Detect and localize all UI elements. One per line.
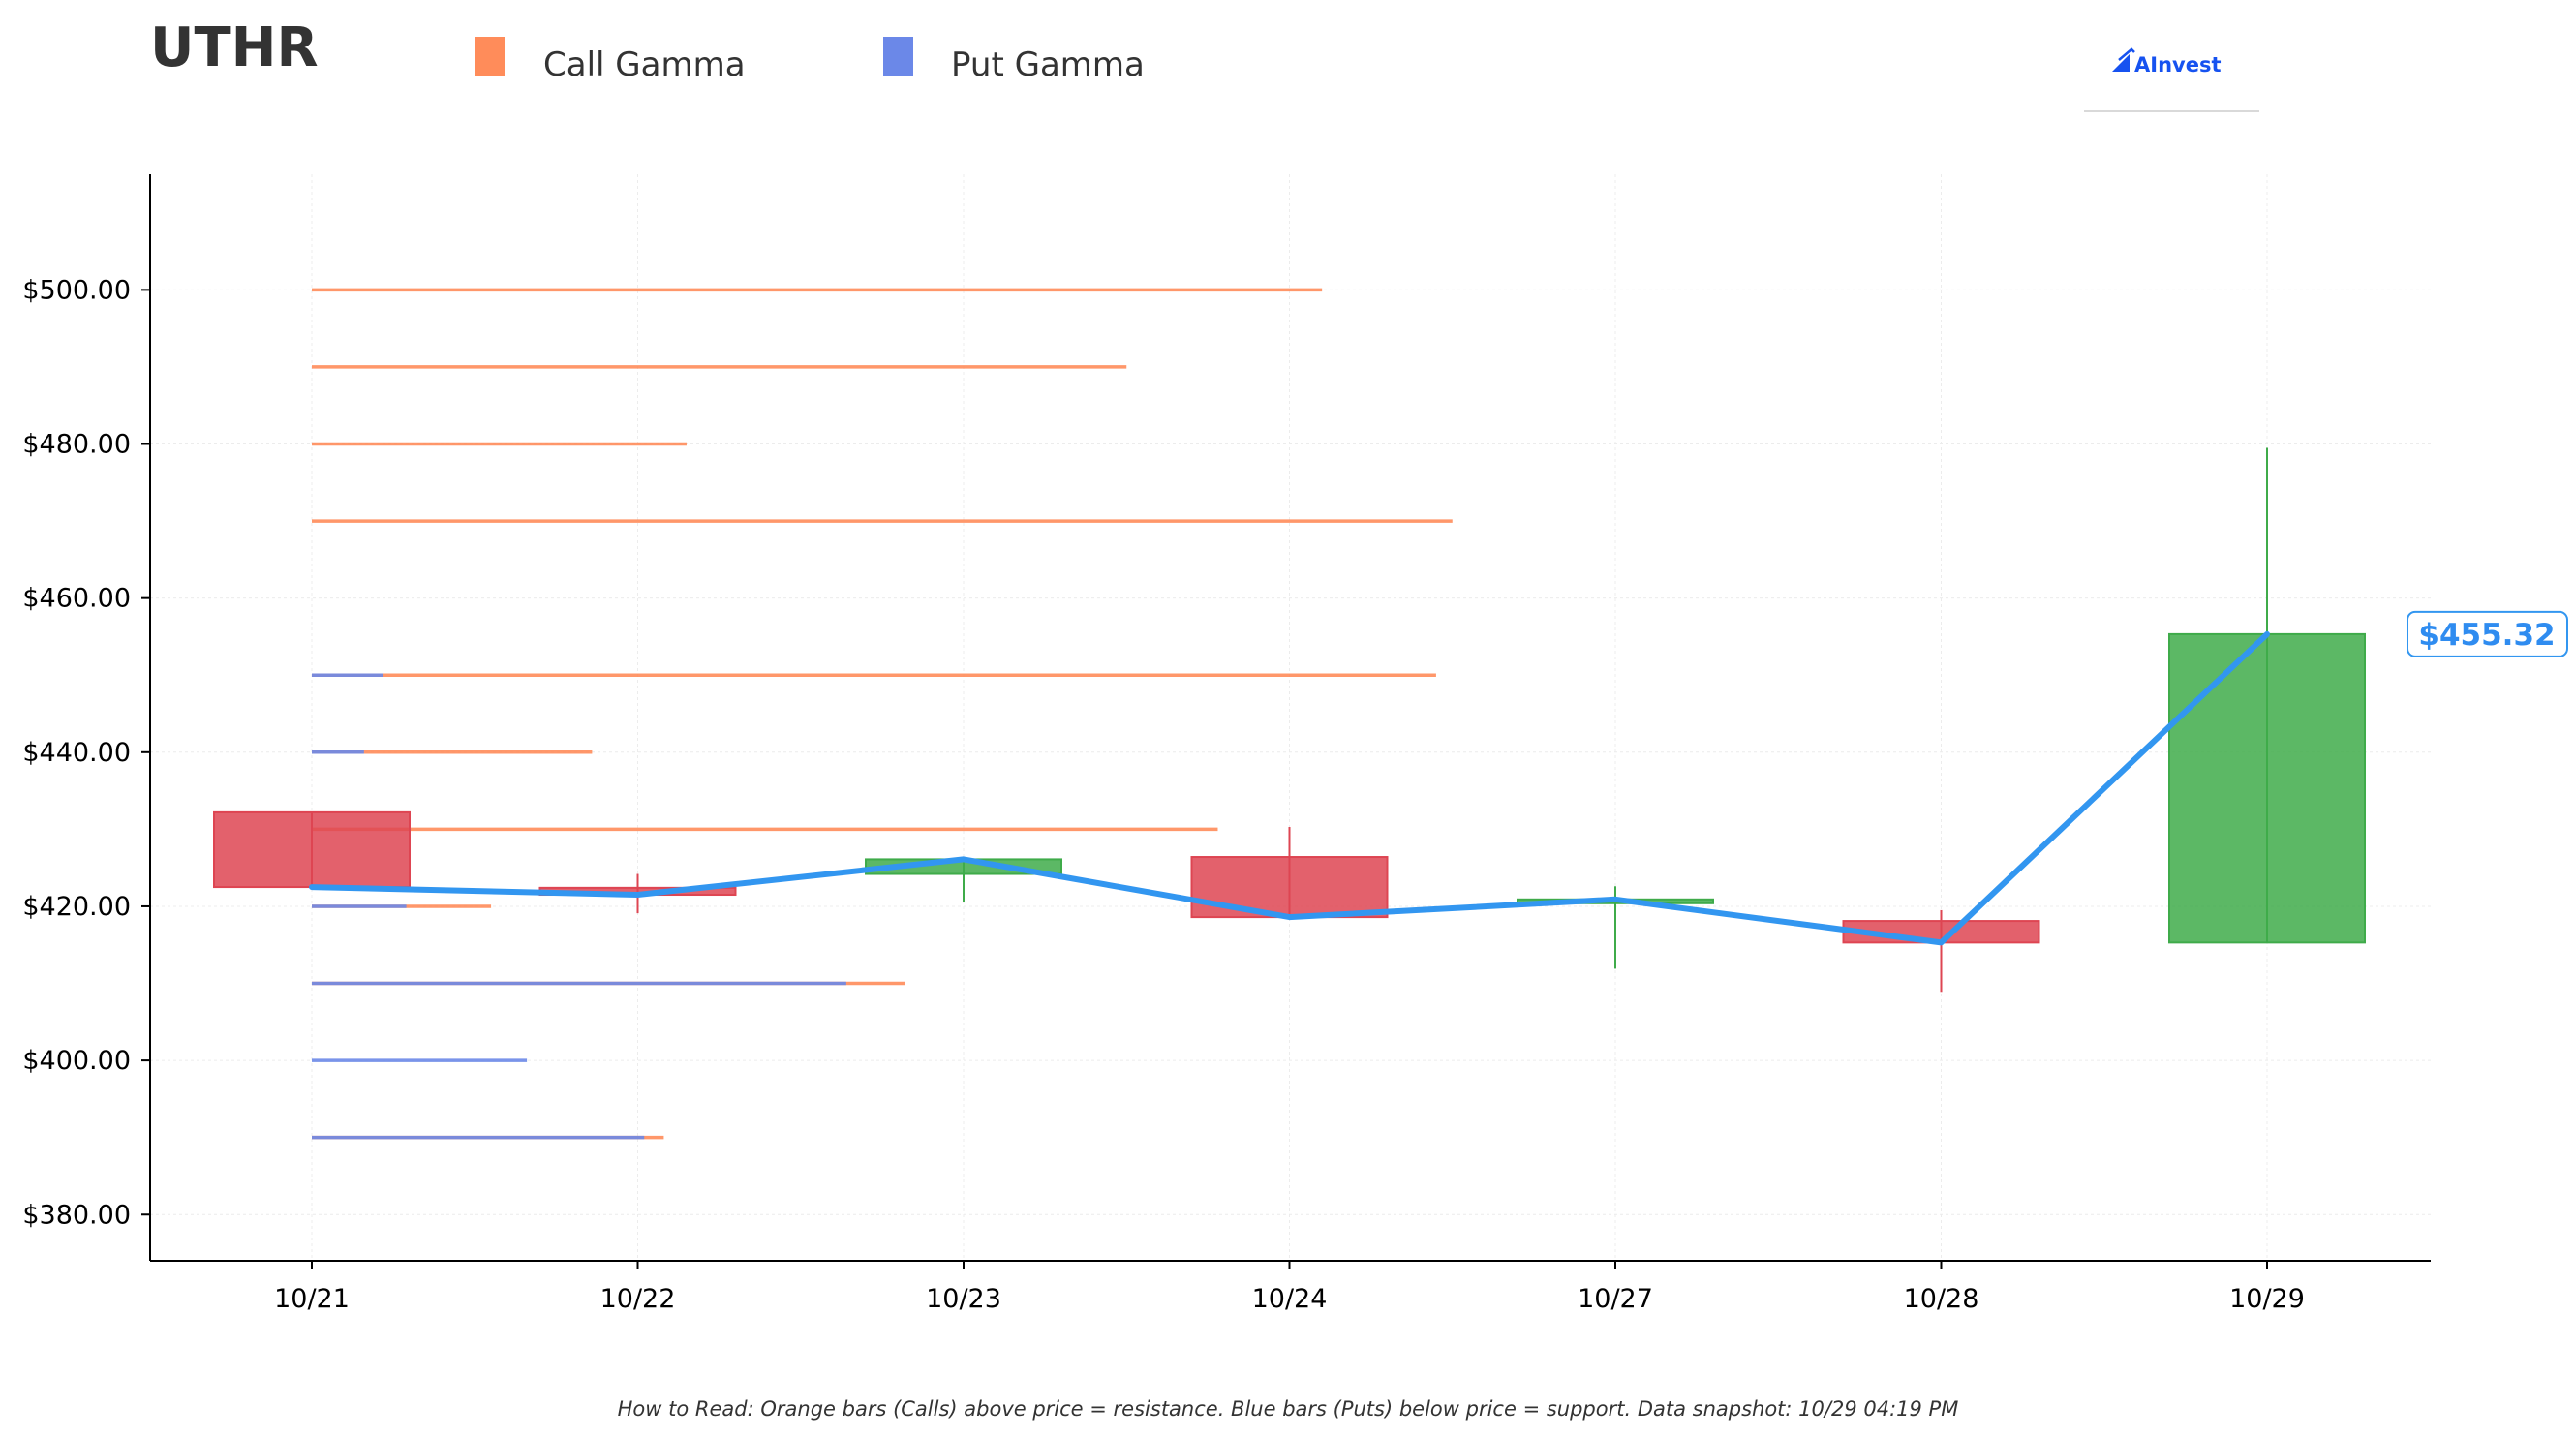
x-tick-label: 10/23 [926, 1284, 1001, 1314]
y-tick-label: $480.00 [22, 430, 131, 460]
footnote: How to Read: Orange bars (Calls) above p… [618, 1397, 1959, 1421]
grid [150, 174, 2431, 1261]
price-line [309, 630, 2270, 946]
brand-logo: AInvest [2084, 47, 2259, 112]
candle-body [213, 810, 411, 889]
legend-put-label: Put Gamma [951, 46, 1145, 84]
x-tick-label: 10/28 [1904, 1284, 1979, 1314]
x-tick-label: 10/24 [1252, 1284, 1328, 1314]
x-tick-label: 10/29 [2229, 1284, 2305, 1314]
x-tick-label: 10/27 [1578, 1284, 1653, 1314]
y-tick-label: $380.00 [22, 1200, 131, 1230]
x-tick-label: 10/21 [274, 1284, 350, 1314]
legend-put-swatch [883, 37, 913, 76]
gamma-bars [312, 288, 1453, 1140]
brand-name: AInvest [2134, 53, 2222, 76]
candle-body [2168, 632, 2366, 944]
candle-body [1190, 856, 1389, 919]
price-line-layer [309, 630, 2270, 946]
candles [213, 447, 2366, 993]
legend-call-swatch [475, 37, 505, 76]
ticker-title: UTHR [150, 16, 319, 79]
y-tick-label: $400.00 [22, 1046, 131, 1076]
y-tick-label: $460.00 [22, 584, 131, 614]
y-tick-label: $500.00 [22, 275, 131, 305]
axes: $380.00 $400.00 $420.00 $440.00 $460.00 $480.… [22, 174, 2431, 1314]
last-price-label: $455.32 [2418, 618, 2555, 653]
y-tick-label: $420.00 [22, 892, 131, 922]
price-label-layer: $455.32 [2407, 610, 2568, 657]
last-price-badge [2407, 610, 2568, 657]
x-tick-label: 10/22 [600, 1284, 676, 1314]
brand-chart-icon [2112, 54, 2130, 72]
legend-call-label: Call Gamma [543, 46, 746, 84]
y-tick-label: $440.00 [22, 738, 131, 768]
